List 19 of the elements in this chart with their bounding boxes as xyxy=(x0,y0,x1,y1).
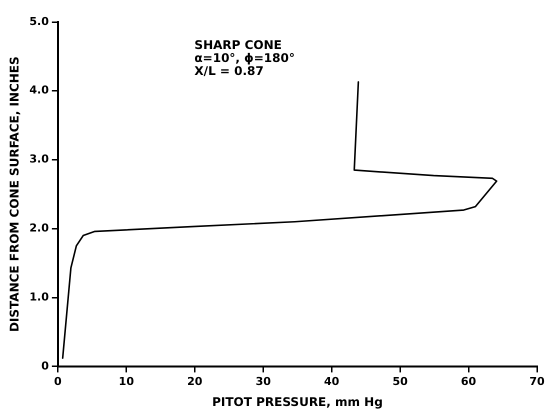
y-tick-label: 2.0 xyxy=(29,222,50,234)
x-tick-label: 20 xyxy=(187,374,203,388)
y-axis-title: DISTANCE FROM CONE SURFACE, INCHES xyxy=(7,56,22,332)
y-tick-label: 1.0 xyxy=(29,290,50,304)
annotation: α=10°, ϕ=180° xyxy=(194,51,295,66)
y-tick-label: 4.0 xyxy=(29,84,50,97)
annotation: X/L = 0.87 xyxy=(194,64,264,78)
y-tick-label: 3.0 xyxy=(29,152,50,166)
x-tick-label: 70 xyxy=(529,374,545,388)
x-tick-label: 50 xyxy=(392,374,408,388)
x-tick-label: 30 xyxy=(256,374,272,388)
y-tick-label: 0 xyxy=(41,359,50,372)
y-tick-label: 5.0 xyxy=(29,14,50,28)
x-axis-title: PITOT PRESSURE, mm Hg xyxy=(212,394,383,409)
annotation: SHARP CONE xyxy=(194,38,282,52)
x-tick-label: 40 xyxy=(324,374,340,388)
x-tick-label: 10 xyxy=(118,374,134,388)
x-tick-label: 0 xyxy=(54,374,62,388)
x-tick-label: 60 xyxy=(460,374,477,388)
